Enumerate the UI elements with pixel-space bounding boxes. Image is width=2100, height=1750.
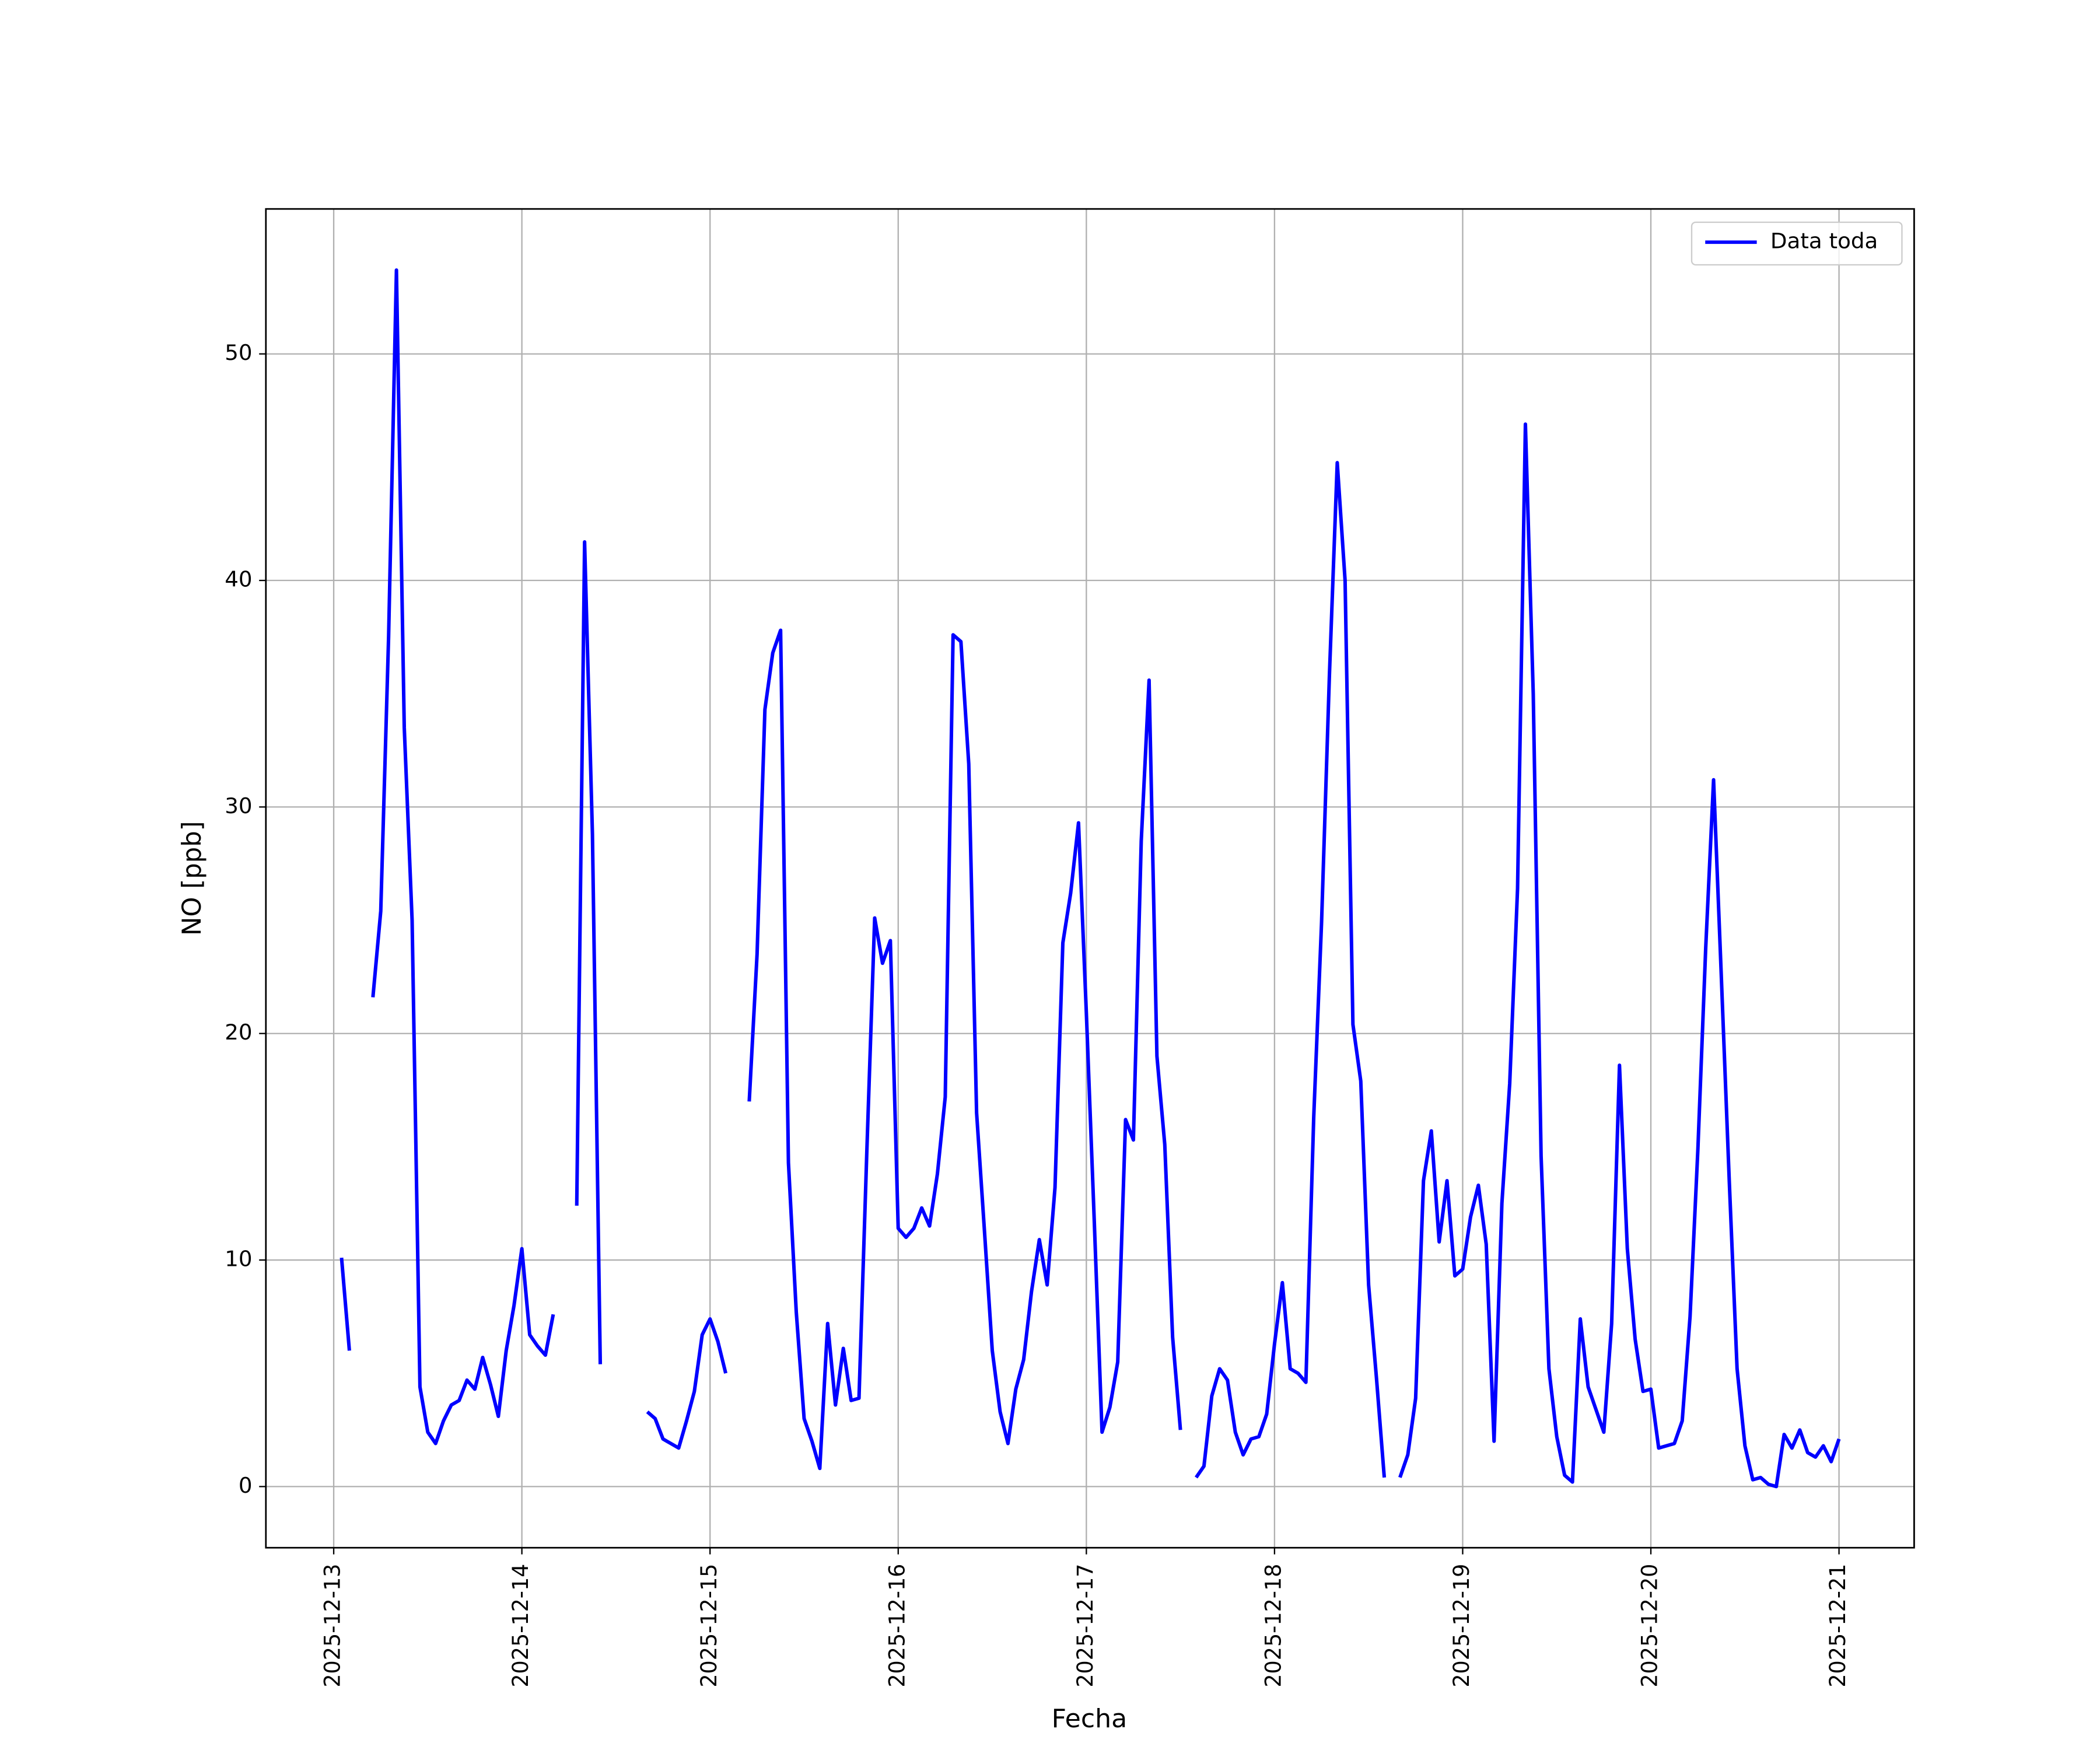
y-axis-label: NO [ppb] <box>177 821 207 936</box>
x-tick-label: 2025-12-14 <box>508 1564 533 1688</box>
x-tick-label: 2025-12-18 <box>1261 1564 1286 1688</box>
x-tick-label: 2025-12-19 <box>1449 1564 1474 1688</box>
grid <box>265 209 1915 1548</box>
x-tick-label: 2025-12-13 <box>320 1564 345 1688</box>
y-tick-label: 0 <box>239 1473 253 1498</box>
plot-area <box>340 268 1841 1489</box>
legend: Data toda <box>1690 221 1903 266</box>
y-tick-label: 10 <box>225 1247 252 1272</box>
y-tick-label: 30 <box>225 793 252 818</box>
x-axis-label: Fecha <box>1052 1704 1128 1734</box>
axes-frame <box>265 208 1915 1549</box>
legend-box <box>1690 221 1903 266</box>
x-tick-label: 2025-12-20 <box>1637 1564 1662 1688</box>
y-tick-label: 40 <box>225 567 252 592</box>
ticks: 2025-12-13 2025-12-14 2025-12-15 2025-12-16… <box>225 340 1850 1687</box>
legend-label: Data toda <box>1770 229 1878 254</box>
x-tick-label: 2025-12-17 <box>1073 1564 1098 1688</box>
y-tick-label: 50 <box>225 340 252 365</box>
x-tick-label: 2025-12-15 <box>696 1564 721 1688</box>
x-tick-label: 2025-12-16 <box>884 1564 909 1688</box>
x-tick-label: 2025-12-21 <box>1825 1564 1850 1688</box>
y-tick-label: 20 <box>225 1020 252 1045</box>
data-line <box>340 268 1841 1489</box>
